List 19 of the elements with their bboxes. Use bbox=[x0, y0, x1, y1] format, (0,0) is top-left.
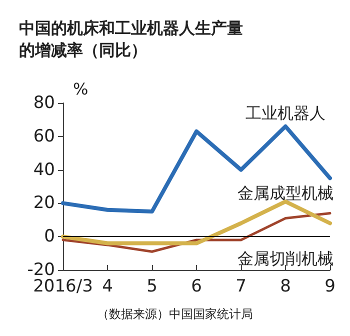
series-label: 金属成型机械 bbox=[238, 184, 334, 203]
x-tick-label: 9 bbox=[324, 276, 336, 296]
y-tick-label: 20 bbox=[33, 193, 55, 214]
y-tick-label: 80 bbox=[33, 93, 55, 113]
x-tick-label: 7 bbox=[236, 276, 246, 296]
y-tick-label: 60 bbox=[33, 126, 55, 146]
line-series bbox=[61, 124, 332, 214]
series-label: 工业机器人 bbox=[246, 104, 326, 123]
x-tick-label: 4 bbox=[102, 276, 113, 296]
y-axis-title: % bbox=[73, 80, 88, 98]
line-series bbox=[61, 200, 332, 246]
x-tick-label: 8 bbox=[280, 276, 291, 296]
chart-title: 中国的机床和工业机器人生产量的增减率（同比） bbox=[19, 18, 243, 60]
series-label: 金属切削机械 bbox=[238, 248, 334, 268]
y-tick-label: 0 bbox=[44, 226, 55, 247]
x-tick-label: 5 bbox=[146, 276, 158, 296]
x-tick-label: 6 bbox=[191, 276, 202, 296]
y-tick-label: 40 bbox=[33, 160, 55, 180]
text: （数据来源）中国国家统计局 bbox=[97, 307, 253, 321]
